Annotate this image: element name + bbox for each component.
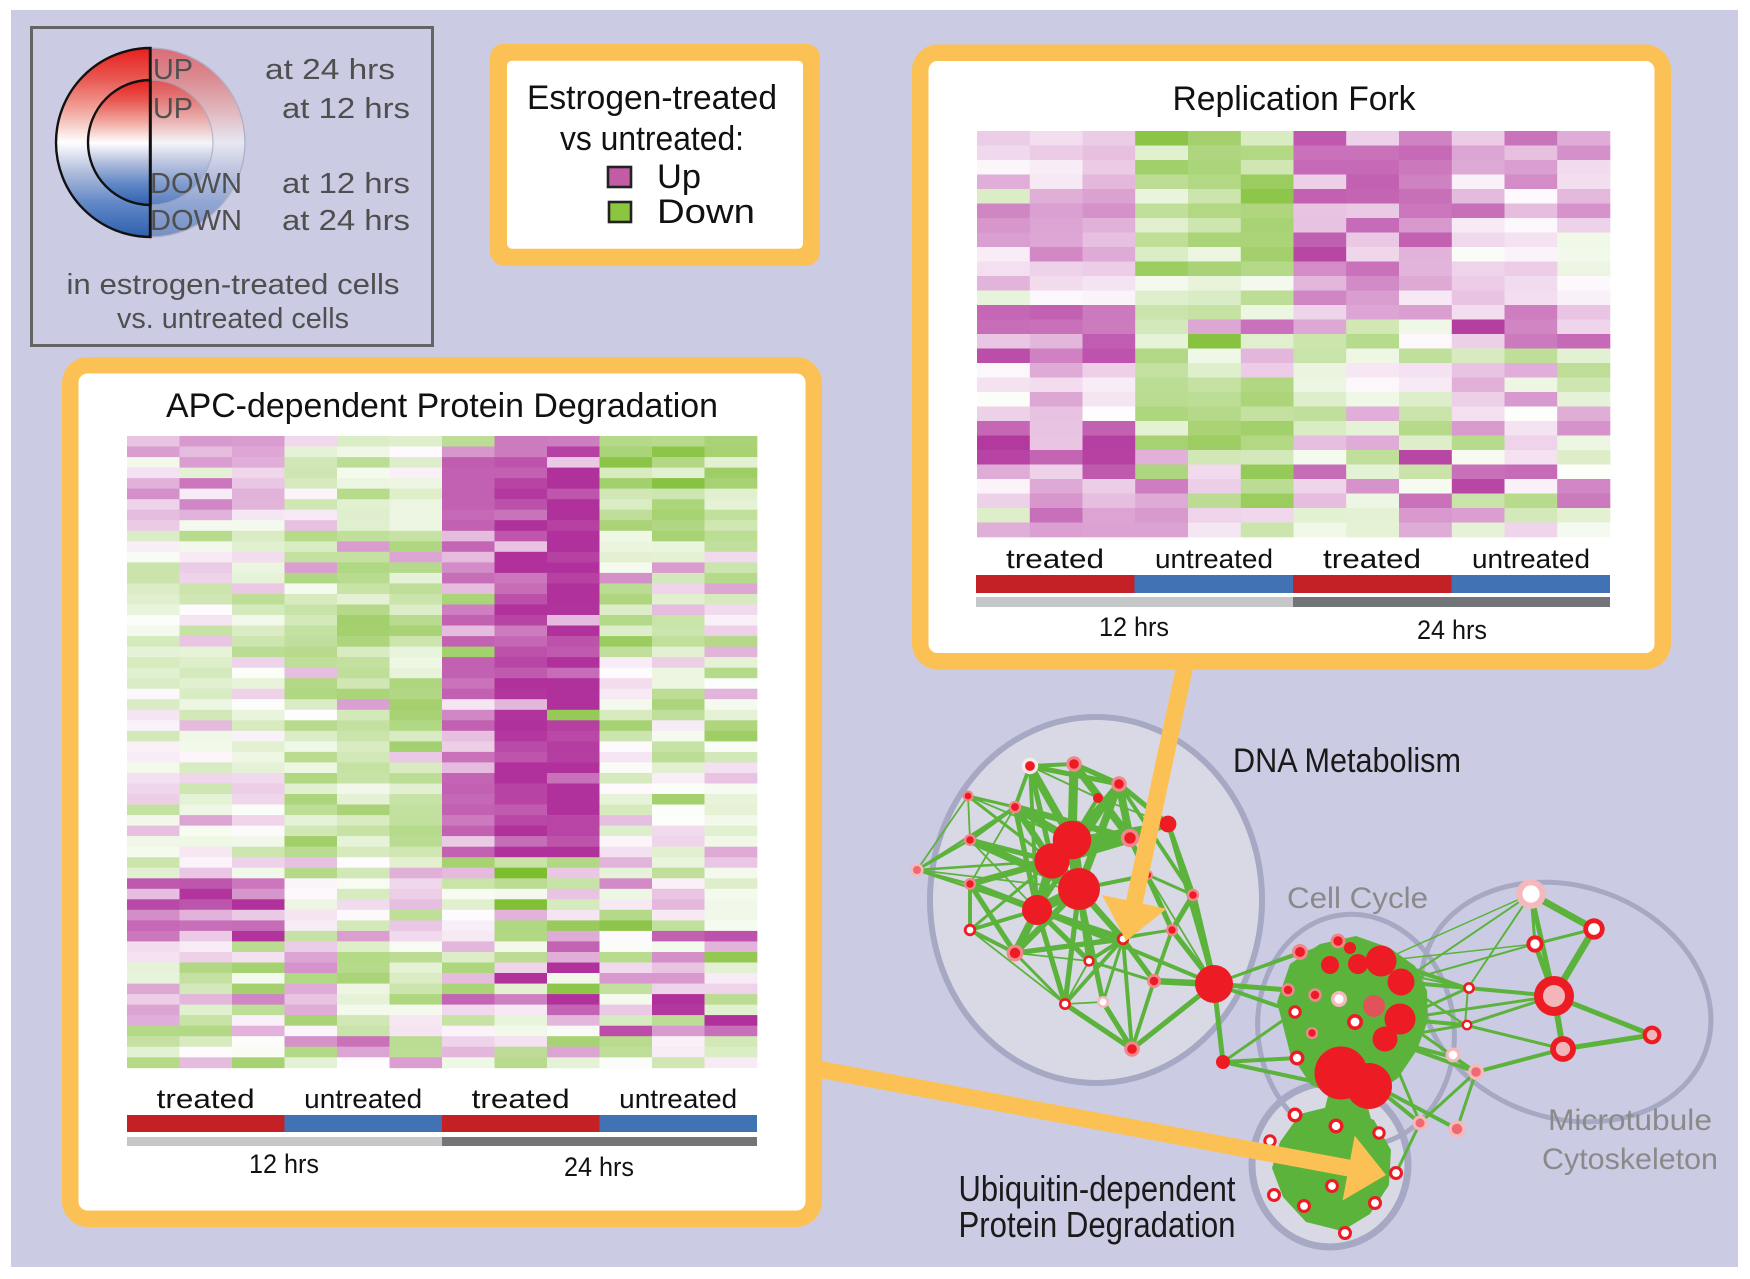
svg-text:DOWN: DOWN	[150, 168, 242, 200]
svg-text:untreated: untreated	[619, 1084, 737, 1114]
svg-text:Cytoskeleton: Cytoskeleton	[1542, 1143, 1718, 1176]
svg-text:Microtubule: Microtubule	[1548, 1104, 1712, 1137]
svg-text:untreated: untreated	[304, 1084, 422, 1114]
svg-text:Cell Cycle: Cell Cycle	[1287, 882, 1428, 915]
svg-text:vs. untreated cells: vs. untreated cells	[117, 303, 349, 335]
svg-text:at 12 hrs: at 12 hrs	[282, 93, 410, 125]
svg-text:Down: Down	[657, 193, 755, 231]
svg-text:APC-dependent Protein Degradat: APC-dependent Protein Degradation	[166, 387, 718, 425]
svg-text:treated: treated	[1006, 544, 1104, 574]
svg-text:Up: Up	[657, 158, 701, 196]
svg-text:UP: UP	[153, 93, 193, 125]
svg-text:DOWN: DOWN	[150, 205, 242, 237]
svg-text:treated: treated	[472, 1084, 570, 1114]
svg-text:Replication Fork: Replication Fork	[1173, 80, 1417, 118]
svg-text:at 12 hrs: at 12 hrs	[282, 168, 410, 200]
svg-text:at 24 hrs: at 24 hrs	[265, 54, 395, 86]
svg-text:Protein Degradation: Protein Degradation	[959, 1204, 1236, 1245]
svg-text:untreated: untreated	[1472, 544, 1590, 574]
svg-text:untreated: untreated	[1155, 544, 1273, 574]
svg-text:vs untreated:: vs untreated:	[560, 120, 744, 158]
svg-text:24 hrs: 24 hrs	[1417, 615, 1487, 645]
svg-text:Estrogen-treated: Estrogen-treated	[527, 79, 777, 117]
svg-text:12 hrs: 12 hrs	[249, 1149, 319, 1179]
svg-text:12 hrs: 12 hrs	[1099, 612, 1169, 642]
svg-text:UP: UP	[153, 54, 193, 86]
svg-text:24 hrs: 24 hrs	[564, 1152, 634, 1182]
svg-text:treated: treated	[1323, 544, 1421, 574]
svg-text:DNA Metabolism: DNA Metabolism	[1233, 742, 1461, 780]
svg-text:in estrogen-treated cells: in estrogen-treated cells	[67, 269, 400, 301]
svg-text:Ubiquitin-dependent: Ubiquitin-dependent	[959, 1168, 1236, 1209]
svg-text:treated: treated	[157, 1084, 255, 1114]
svg-text:at 24 hrs: at 24 hrs	[282, 205, 410, 237]
